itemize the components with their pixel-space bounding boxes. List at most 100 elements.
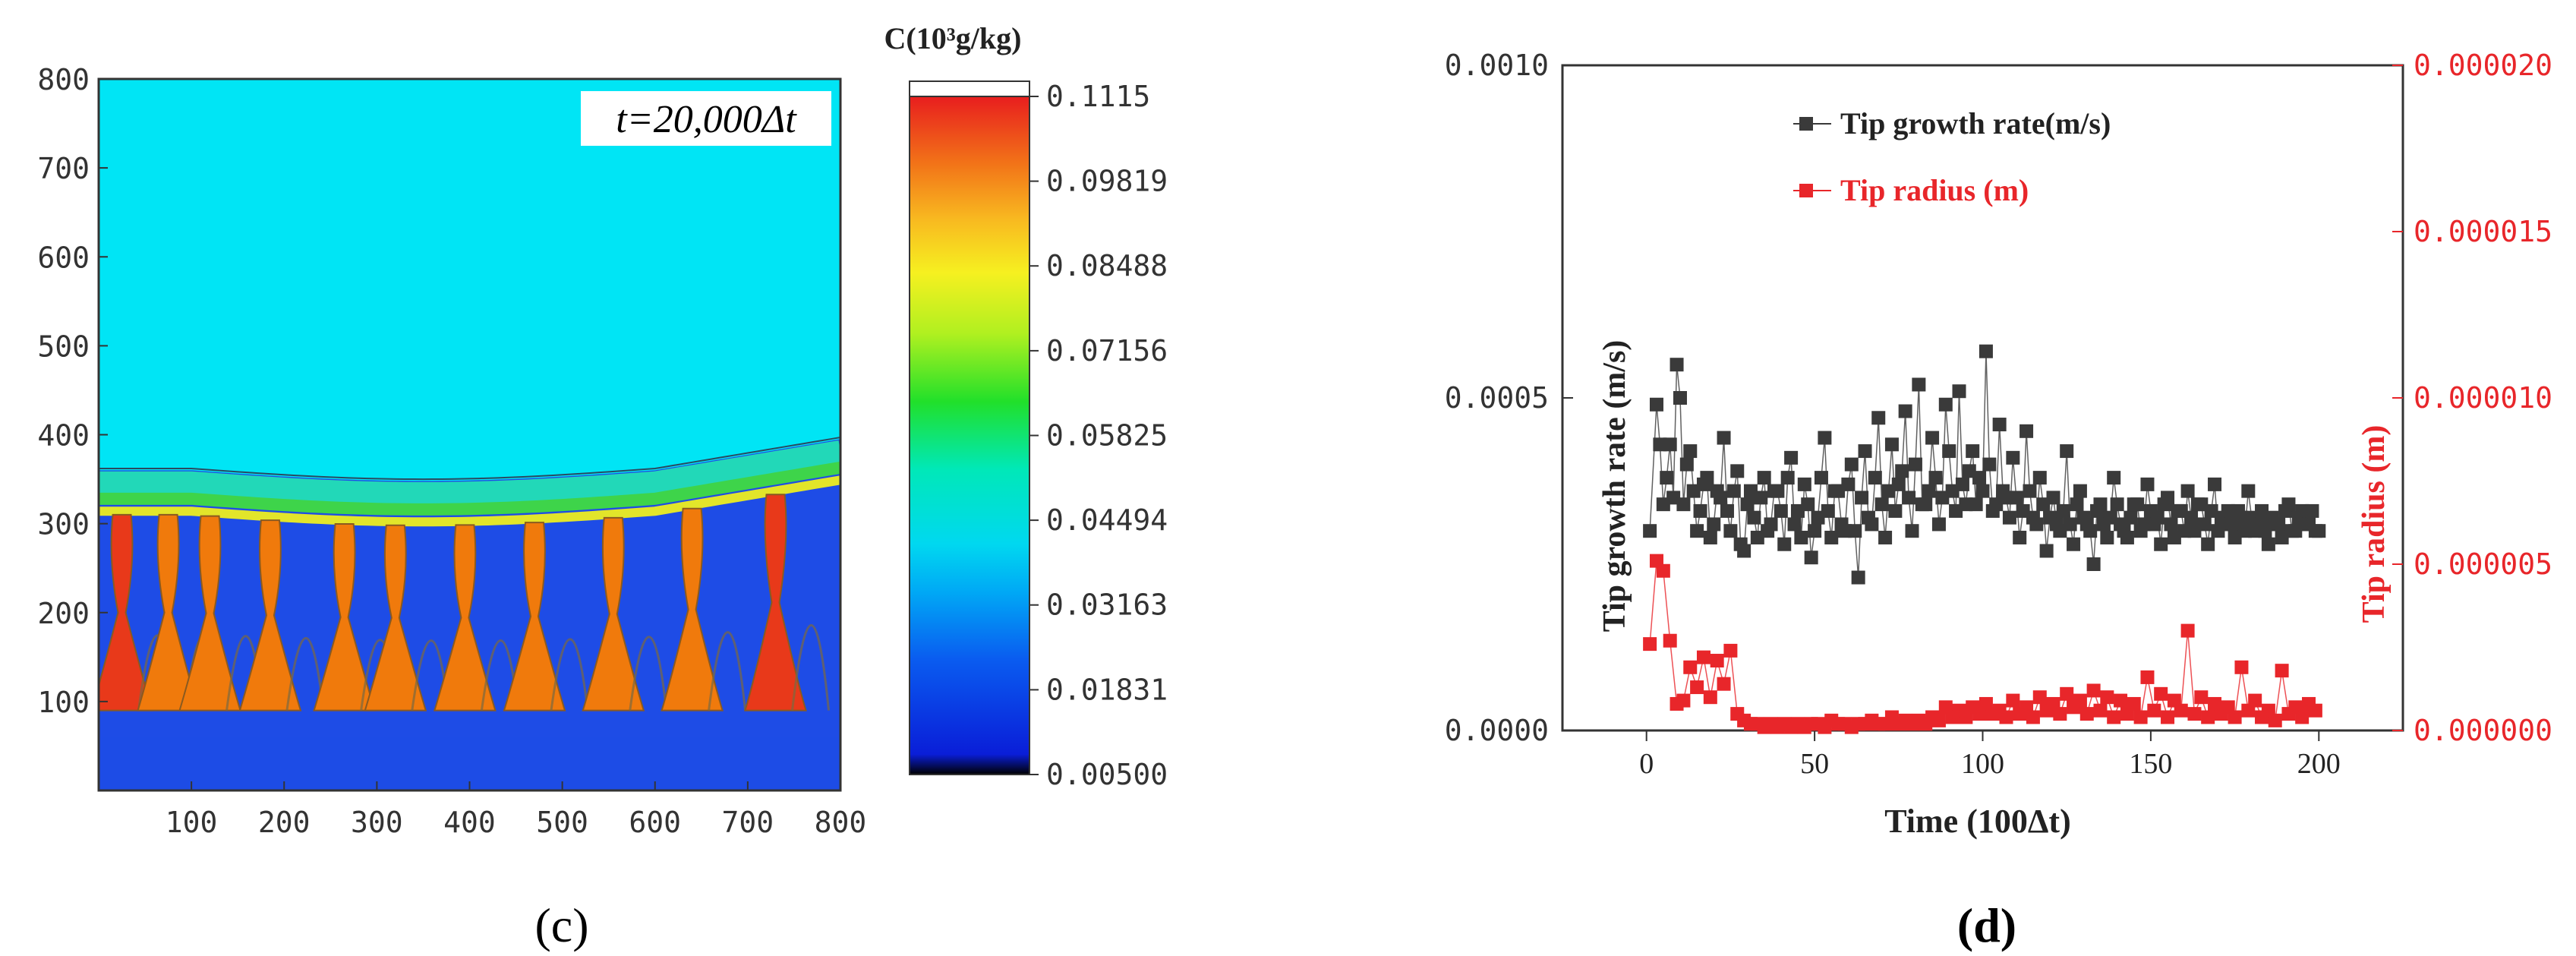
boundary-band-yellow — [99, 475, 840, 527]
colorbar-tick-label: 0.07156 — [1046, 334, 1168, 368]
c-y-tick-label: 200 — [37, 597, 90, 630]
data-point — [1878, 530, 1893, 544]
dendrite-arm — [744, 494, 807, 711]
d-x-tick-label: 200 — [2297, 748, 2341, 780]
data-point — [2208, 477, 2222, 491]
data-point — [1676, 497, 1691, 512]
colorbar-ticks: 0.1115 0.09819 0.08488 0.07156 0.05825 0.0449… — [1029, 80, 1168, 791]
colorbar-title: C(10³g/kg) — [884, 21, 1022, 55]
data-point — [1670, 358, 1684, 372]
data-point — [1919, 497, 1933, 512]
d-x-tick-label: 0 — [1639, 748, 1654, 780]
data-point — [1676, 693, 1691, 708]
data-point — [1714, 491, 1728, 505]
data-point — [2060, 686, 2074, 701]
data-point — [1912, 377, 1926, 392]
d-left-tick-label: 0.0005 — [1445, 381, 1549, 415]
liquid-region — [99, 79, 840, 481]
contour-line — [99, 437, 840, 481]
data-point — [1723, 524, 1738, 538]
data-point — [1891, 477, 1906, 491]
data-point — [1649, 397, 1663, 412]
data-point — [1794, 530, 1808, 544]
legend-label-radius: Tip radius (m) — [1840, 173, 2029, 207]
data-point — [2154, 686, 2168, 701]
d-right-tick-label: 0.000010 — [2414, 381, 2552, 415]
data-point — [2133, 710, 2148, 724]
data-point — [2093, 703, 2108, 718]
data-point — [1931, 517, 1946, 532]
data-point — [1928, 471, 1943, 485]
d-right-tick-label: 0.000020 — [2414, 49, 2552, 82]
data-point — [1898, 404, 1912, 418]
data-point — [1905, 524, 1919, 538]
d-x-tick-label: 150 — [2129, 748, 2172, 780]
data-point — [2026, 710, 2040, 724]
data-point — [2295, 710, 2310, 724]
y-left-label: Tip growth rate (m/s) — [1597, 340, 1632, 633]
data-point — [2154, 537, 2168, 551]
data-point — [1690, 524, 1704, 538]
data-point — [1683, 444, 1698, 459]
data-point — [2268, 713, 2282, 727]
d-left-axis: 0.0000 0.0005 0.0010 — [1445, 49, 1573, 747]
data-point — [1972, 471, 1987, 485]
data-point — [1643, 524, 1657, 538]
data-point — [2161, 491, 2175, 505]
data-point — [1780, 471, 1795, 485]
data-point — [2019, 424, 2034, 438]
series-tip-growth-rate — [1643, 344, 2326, 585]
d-right-axis: 0.000000 0.000005 0.000010 0.000015 0.000020 — [2392, 49, 2552, 747]
data-point — [2201, 537, 2215, 551]
data-point — [1690, 680, 1704, 695]
data-point — [2180, 623, 2195, 638]
data-point — [2079, 707, 2094, 721]
solute-arch — [629, 636, 668, 711]
data-point — [1821, 503, 1835, 518]
data-point — [2150, 510, 2165, 525]
data-point — [1700, 471, 1714, 485]
data-point — [1787, 517, 1802, 532]
x-axis-label: Time (100Δt) — [1884, 803, 2071, 840]
data-point — [2006, 693, 2020, 708]
data-point — [1774, 503, 1788, 518]
data-point — [1797, 477, 1811, 491]
data-point — [1663, 437, 1677, 452]
data-point — [1660, 471, 1674, 485]
solute-arch — [285, 637, 325, 711]
data-point — [1710, 654, 1724, 668]
colorbar-gradient — [909, 96, 1030, 775]
data-point — [1723, 643, 1738, 658]
data-point — [1851, 570, 1865, 585]
solute-arch — [550, 638, 589, 711]
solute-arch — [708, 631, 747, 711]
d-x-tick-label: 50 — [1800, 748, 1829, 780]
data-point — [1844, 457, 1859, 472]
data-point — [2127, 696, 2141, 711]
data-point — [1955, 477, 1969, 491]
data-point — [2107, 471, 2121, 485]
data-point — [2009, 491, 2023, 505]
data-point — [1717, 431, 1731, 445]
data-point — [1707, 517, 1721, 532]
data-point — [2124, 510, 2138, 525]
data-point — [2032, 471, 2047, 485]
data-point — [2063, 517, 2077, 532]
solute-arch — [791, 623, 831, 711]
data-point — [2234, 660, 2249, 674]
c-y-tick-label: 400 — [37, 419, 90, 453]
boundary-band-green — [99, 461, 840, 516]
data-point — [1868, 471, 1882, 485]
c-x-tick-label: 200 — [258, 806, 311, 839]
colorbar-tick-label: 0.03163 — [1046, 588, 1168, 622]
data-point — [2013, 530, 2027, 544]
data-point — [1754, 491, 1768, 505]
data-point — [2161, 710, 2175, 724]
data-point — [2067, 537, 2081, 551]
data-point — [2140, 477, 2155, 491]
data-point — [1942, 444, 1956, 459]
data-point — [2006, 450, 2020, 465]
data-point — [1848, 524, 1862, 538]
data-point — [2107, 710, 2121, 724]
colorbar-top-cap — [909, 80, 1030, 97]
